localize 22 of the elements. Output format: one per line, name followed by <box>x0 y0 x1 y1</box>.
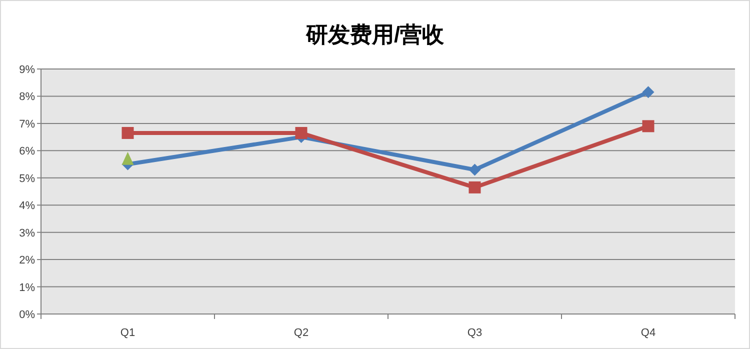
point <box>122 152 134 165</box>
y-tick-label: 6% <box>19 146 36 158</box>
point <box>468 164 481 176</box>
y-tick-label: 3% <box>19 227 36 240</box>
y-tick-label: 1% <box>19 282 36 294</box>
y-tick-label: 8% <box>19 91 36 104</box>
point <box>295 126 308 139</box>
y-tick-label: 5% <box>19 172 36 185</box>
point <box>642 120 654 132</box>
point <box>122 126 134 139</box>
point <box>468 181 481 194</box>
y-tick-label: 4% <box>19 200 36 212</box>
x-tick-label: Q4 <box>640 327 656 339</box>
y-tick-label: 9% <box>19 64 36 76</box>
y-tick-label: 7% <box>19 118 36 130</box>
x-tick-label: Q2 <box>294 327 309 339</box>
y-tick-label: 0% <box>19 309 36 321</box>
x-tick-label: Q1 <box>120 327 136 339</box>
x-tick-label: Q3 <box>467 327 482 339</box>
chart-title: 研发费用/营收 <box>304 22 446 47</box>
y-tick-label: 2% <box>19 254 36 267</box>
point <box>642 86 654 98</box>
